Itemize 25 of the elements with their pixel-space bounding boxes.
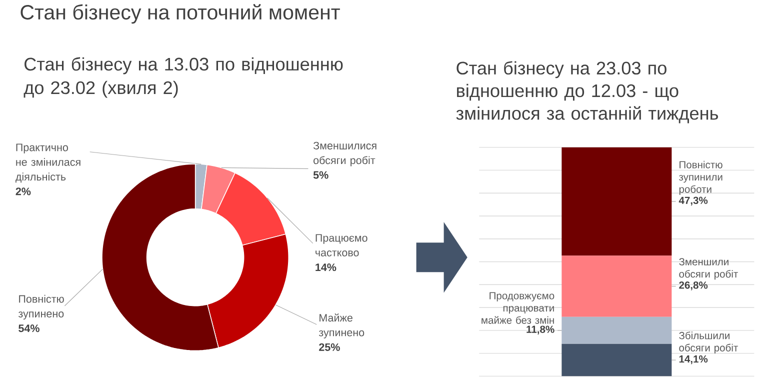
slice-label: Працюємо частково — [316, 234, 368, 256]
slice-label: Майже зупинено — [318, 314, 364, 338]
chart-title: Стан бізнесу на поточний момент — [20, 4, 340, 24]
slice-label: Практично не змінилася діяльність — [16, 144, 80, 183]
data-label: 26,8% — [679, 282, 708, 290]
bar — [562, 316, 672, 344]
data-label: 54% — [18, 324, 40, 332]
chart-title: Стан бізнесу на 23.03 по відношенню до 12.03 - що змінилося за останній тиждень — [456, 61, 718, 124]
data-label: 14,1% — [679, 355, 708, 364]
series-label: Збільшили обсяги робіт — [679, 332, 738, 354]
series-label: Продовжуємо працювати майже без змін — [482, 292, 554, 324]
bar — [562, 256, 672, 317]
bar — [562, 147, 672, 256]
chart-subtitle: Стан бізнесу на 13.03 по відношенню до 23.02 (хвиля 2) — [24, 57, 343, 98]
slice-label: Зменшилися обсяги робіт — [313, 142, 376, 166]
data-label: 5% — [313, 171, 328, 179]
bar — [562, 344, 672, 376]
series-label: Повністю зупинили роботи — [678, 160, 722, 195]
series-label: Зменшили обсяги робіт — [679, 258, 738, 280]
data-label: 14% — [316, 263, 336, 272]
data-label: 25% — [319, 343, 340, 351]
data-label: 11,8% — [526, 326, 554, 334]
data-label: 47,3% — [678, 196, 708, 206]
slice-label: Повністю зупинено — [18, 294, 64, 320]
data-label: 2% — [16, 188, 31, 196]
